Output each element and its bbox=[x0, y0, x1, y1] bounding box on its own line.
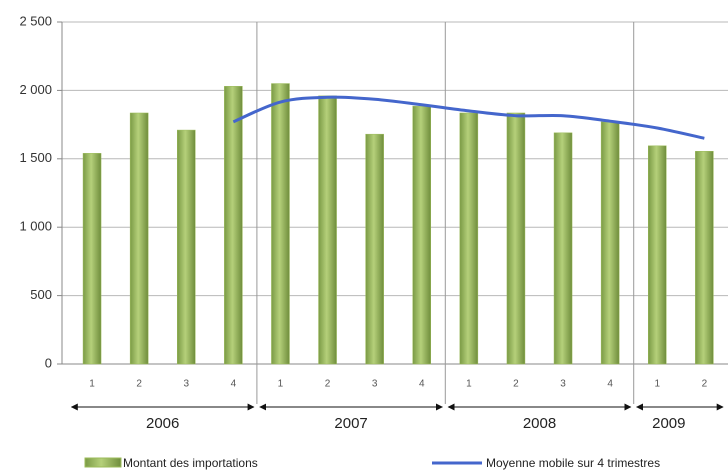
y-tick-label: 500 bbox=[30, 287, 52, 302]
y-tick-label: 2 000 bbox=[19, 82, 52, 97]
bar bbox=[271, 83, 290, 365]
line bbox=[232, 95, 705, 140]
year-label: 2009 bbox=[652, 415, 685, 432]
bar bbox=[412, 105, 431, 365]
x-tick-label: 3 bbox=[560, 379, 566, 390]
x-tick-label: 2 bbox=[325, 379, 331, 390]
bar bbox=[318, 95, 337, 365]
bar bbox=[129, 112, 149, 365]
bar bbox=[600, 121, 620, 365]
bar bbox=[506, 112, 526, 365]
y-tick-label: 1 000 bbox=[19, 219, 52, 234]
bar bbox=[459, 112, 479, 365]
x-tick-label: 4 bbox=[231, 379, 237, 390]
x-tick-label: 3 bbox=[183, 379, 189, 390]
x-tick-label: 2 bbox=[702, 379, 708, 390]
legend-label: Montant des importations bbox=[123, 456, 258, 470]
y-tick-label: 2 500 bbox=[19, 13, 52, 28]
year-label: 2006 bbox=[146, 415, 179, 432]
bar bbox=[648, 145, 667, 365]
legend-swatch bbox=[84, 457, 122, 468]
y-tick-label: 1 500 bbox=[19, 150, 52, 165]
x-tick-label: 1 bbox=[89, 379, 95, 390]
x-tick-label: 2 bbox=[513, 379, 519, 390]
year-label: 2007 bbox=[334, 415, 367, 432]
x-tick-label: 4 bbox=[607, 379, 613, 390]
x-tick-label: 2 bbox=[136, 379, 142, 390]
x-tick-label: 1 bbox=[278, 379, 284, 390]
x-tick-label: 4 bbox=[419, 379, 425, 390]
y-tick-label: 0 bbox=[45, 355, 52, 370]
bar bbox=[177, 129, 196, 365]
legend-label: Moyenne mobile sur 4 trimestres bbox=[486, 456, 660, 470]
bar bbox=[82, 153, 102, 365]
bar bbox=[224, 86, 243, 365]
x-tick-label: 1 bbox=[654, 379, 660, 390]
x-tick-label: 1 bbox=[466, 379, 472, 390]
x-tick-label: 3 bbox=[372, 379, 378, 390]
year-label: 2008 bbox=[523, 415, 556, 432]
bar bbox=[365, 133, 384, 365]
bar bbox=[695, 151, 714, 365]
bar bbox=[553, 132, 573, 365]
